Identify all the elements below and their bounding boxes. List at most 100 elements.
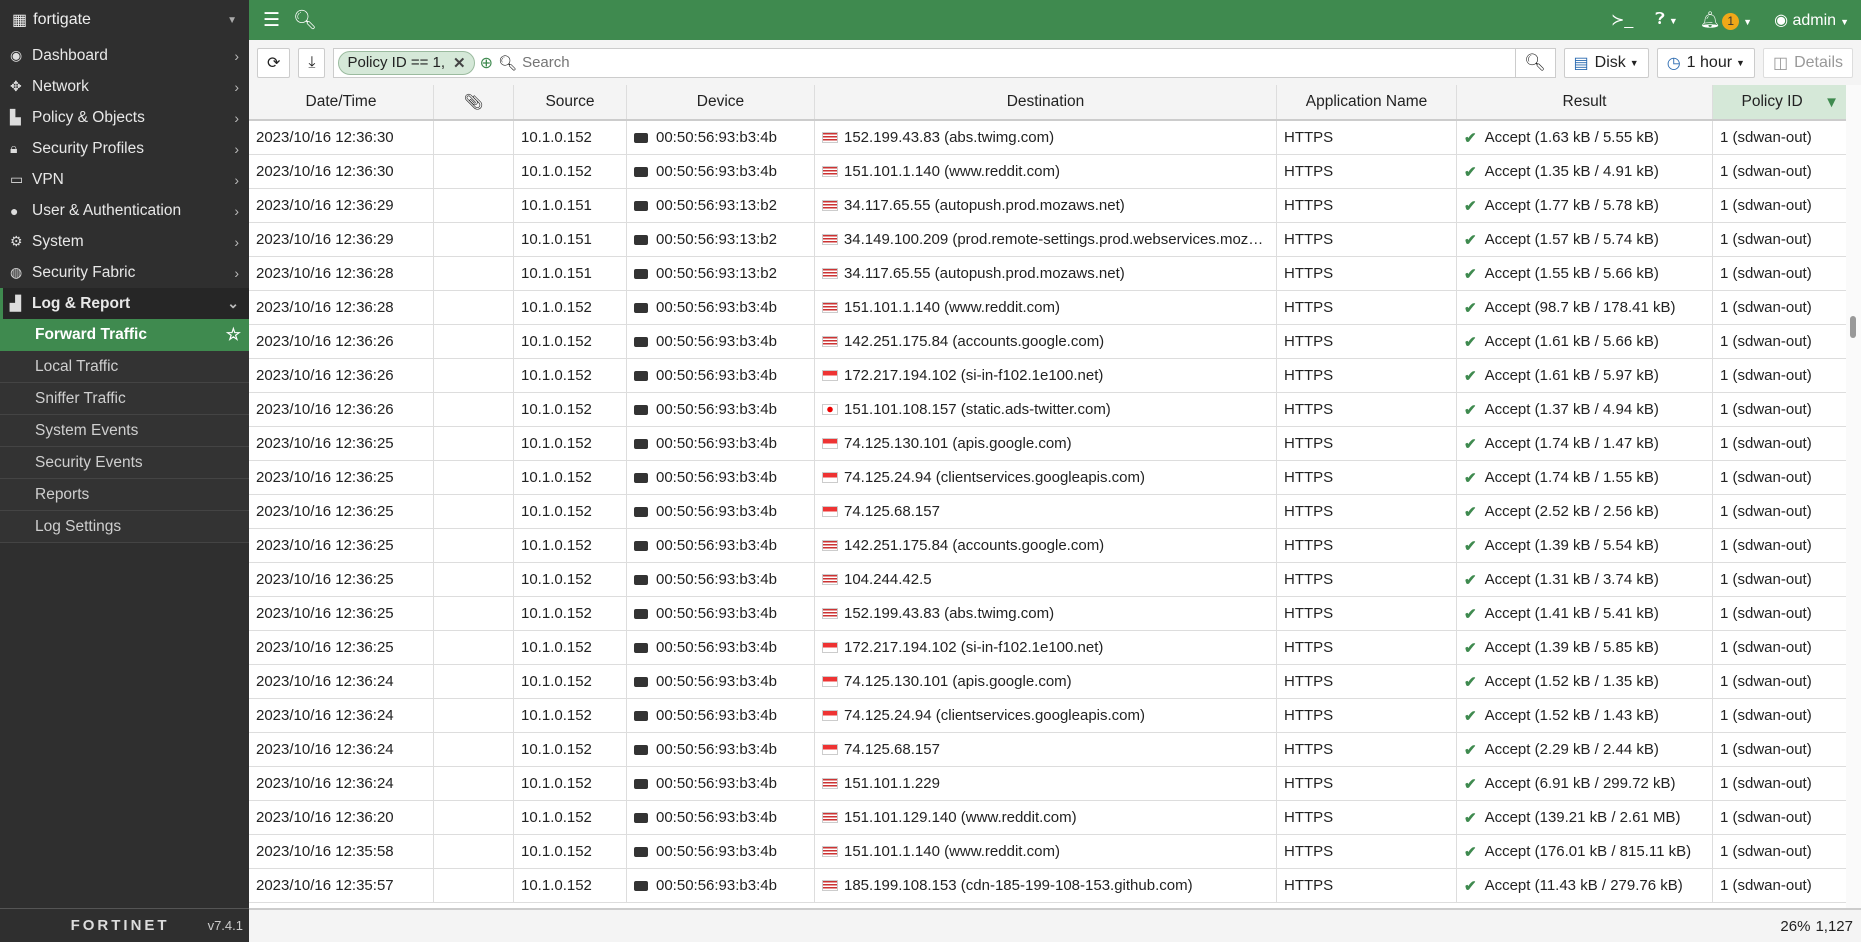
sidebar-item-security-events[interactable]: Security Events <box>0 447 249 479</box>
sidebar-item-label: Forward Traffic <box>35 326 147 343</box>
table-row[interactable]: 2023/10/16 12:36:25 10.1.0.152 00:50:56:… <box>249 461 1846 495</box>
disk-dropdown[interactable]: ▤ Disk ▼ <box>1563 47 1649 78</box>
scrollbar-thumb[interactable] <box>1850 316 1856 338</box>
sidebar-item-vpn[interactable]: ▭ VPN › <box>0 164 249 195</box>
column-header-destination[interactable]: Destination <box>815 85 1277 119</box>
sidebar-item-user-authentication[interactable]: ● User & Authentication › <box>0 195 249 226</box>
cell-policy-id: 1 (sdwan-out) <box>1720 469 1812 486</box>
cell-device: 00:50:56:93:13:b2 <box>627 257 815 290</box>
cell-result: ✔ Accept (2.52 kB / 2.56 kB) <box>1457 495 1713 528</box>
filter-chip[interactable]: Policy ID == 1, ✕ <box>338 50 475 75</box>
sidebar-item-security-profiles[interactable]: 🔒︎ Security Profiles › <box>0 133 249 164</box>
help-icon[interactable]: ❓︎ ▼ <box>1655 11 1678 28</box>
destination-text: 34.149.100.209 (prod.remote-settings.pro… <box>843 231 1269 248</box>
cell-policy-id: 1 (sdwan-out) <box>1720 401 1812 418</box>
refresh-icon: ⟳ <box>267 54 281 72</box>
star-icon[interactable]: ☆ <box>225 325 241 344</box>
table-row[interactable]: 2023/10/16 12:36:30 10.1.0.152 00:50:56:… <box>249 121 1846 155</box>
column-header-application[interactable]: Application Name <box>1277 85 1457 119</box>
refresh-button[interactable]: ⟳ <box>257 47 291 78</box>
cell-policy-id: 1 (sdwan-out) <box>1720 809 1812 826</box>
sidebar-item-reports[interactable]: Reports <box>0 479 249 511</box>
device-selector[interactable]: ▦ fortigate ▼ <box>0 0 249 40</box>
add-filter-icon[interactable]: ⊕ <box>479 54 494 72</box>
device-icon <box>634 472 648 483</box>
destination-text: 142.251.175.84 (accounts.google.com) <box>844 537 1105 554</box>
column-header-device[interactable]: Device <box>627 85 815 119</box>
sidebar-item-log-settings[interactable]: Log Settings <box>0 511 249 543</box>
table-row[interactable]: 2023/10/16 12:36:20 10.1.0.152 00:50:56:… <box>249 801 1846 835</box>
table-row[interactable]: 2023/10/16 12:35:58 10.1.0.152 00:50:56:… <box>249 835 1846 869</box>
sidebar-item-security-fabric[interactable]: ◍ Security Fabric › <box>0 257 249 288</box>
cell-policy-id: 1 (sdwan-out) <box>1720 843 1812 860</box>
column-header-datetime[interactable]: Date/Time <box>249 85 434 119</box>
cell-datetime: 2023/10/16 12:36:29 <box>249 223 434 256</box>
sidebar-item-forward-traffic[interactable]: Forward Traffic ☆ <box>0 319 249 351</box>
cell-policy-id: 1 (sdwan-out) <box>1720 299 1812 316</box>
search-input[interactable] <box>522 54 1510 71</box>
table-row[interactable]: 2023/10/16 12:36:24 10.1.0.152 00:50:56:… <box>249 699 1846 733</box>
check-icon: ✔ <box>1464 197 1477 215</box>
table-row[interactable]: 2023/10/16 12:36:25 10.1.0.152 00:50:56:… <box>249 529 1846 563</box>
sidebar-item-network[interactable]: ✥ Network › <box>0 71 249 102</box>
table-row[interactable]: 2023/10/16 12:36:26 10.1.0.152 00:50:56:… <box>249 393 1846 427</box>
destination-text: 151.101.108.157 (static.ads-twitter.com) <box>844 401 1111 418</box>
close-icon[interactable]: ✕ <box>453 54 466 72</box>
table-row[interactable]: 2023/10/16 12:36:26 10.1.0.152 00:50:56:… <box>249 325 1846 359</box>
result-text: Accept (1.35 kB / 4.91 kB) <box>1484 163 1659 180</box>
table-row[interactable]: 2023/10/16 12:35:57 10.1.0.152 00:50:56:… <box>249 869 1846 903</box>
download-button[interactable]: ⤓ <box>298 47 326 78</box>
column-header-result[interactable]: Result <box>1457 85 1713 119</box>
cell-attachment <box>434 699 514 732</box>
search-icon[interactable]: 🔍︎ <box>293 10 318 31</box>
cell-source: 10.1.0.152 <box>514 835 627 868</box>
menu-icon[interactable]: ☰ <box>263 9 281 31</box>
flag-sg-icon <box>822 710 838 721</box>
sidebar-item-log-report[interactable]: ▟ Log & Report ⌄ <box>0 288 249 319</box>
table-row[interactable]: 2023/10/16 12:36:25 10.1.0.152 00:50:56:… <box>249 495 1846 529</box>
table-row[interactable]: 2023/10/16 12:36:25 10.1.0.152 00:50:56:… <box>249 631 1846 665</box>
cell-attachment <box>434 835 514 868</box>
sidebar-item-dashboard[interactable]: ◉ Dashboard › <box>0 40 249 71</box>
sidebar-item-system-events[interactable]: System Events <box>0 415 249 447</box>
column-header-policy-id[interactable]: Policy ID ▼ <box>1713 85 1846 119</box>
table-row[interactable]: 2023/10/16 12:36:28 10.1.0.151 00:50:56:… <box>249 257 1846 291</box>
cell-datetime: 2023/10/16 12:36:24 <box>249 665 434 698</box>
cell-application: HTTPS <box>1277 291 1457 324</box>
cell-datetime: 2023/10/16 12:36:25 <box>249 563 434 596</box>
flag-us-icon <box>822 200 838 211</box>
search-button[interactable]: 🔍︎ <box>1514 48 1555 77</box>
table-row[interactable]: 2023/10/16 12:36:29 10.1.0.151 00:50:56:… <box>249 223 1846 257</box>
time-range-dropdown[interactable]: ◷ 1 hour ▼ <box>1656 47 1755 78</box>
table-row[interactable]: 2023/10/16 12:36:26 10.1.0.152 00:50:56:… <box>249 359 1846 393</box>
cell-destination: 104.244.42.5 <box>815 563 1277 596</box>
table-row[interactable]: 2023/10/16 12:36:29 10.1.0.151 00:50:56:… <box>249 189 1846 223</box>
scrollbar[interactable] <box>1846 85 1861 908</box>
details-button[interactable]: ◫ Details <box>1762 47 1853 78</box>
sidebar-item-sniffer-traffic[interactable]: Sniffer Traffic <box>0 383 249 415</box>
flag-us-icon <box>822 302 838 313</box>
table-row[interactable]: 2023/10/16 12:36:24 10.1.0.152 00:50:56:… <box>249 665 1846 699</box>
sidebar-item-system[interactable]: ⚙ System › <box>0 226 249 257</box>
table-row[interactable]: 2023/10/16 12:36:25 10.1.0.152 00:50:56:… <box>249 597 1846 631</box>
cli-console-icon[interactable]: ≻_ <box>1610 12 1634 29</box>
cell-destination: 74.125.24.94 (clientservices.googleapis.… <box>815 699 1277 732</box>
column-header-source[interactable]: Source <box>514 85 627 119</box>
table-row[interactable]: 2023/10/16 12:36:24 10.1.0.152 00:50:56:… <box>249 733 1846 767</box>
table-row[interactable]: 2023/10/16 12:36:25 10.1.0.152 00:50:56:… <box>249 563 1846 597</box>
table-row[interactable]: 2023/10/16 12:36:28 10.1.0.152 00:50:56:… <box>249 291 1846 325</box>
notifications-button[interactable]: 🔔︎ 1 ▼ <box>1699 12 1753 30</box>
chevron-right-icon: › <box>234 202 239 219</box>
admin-menu[interactable]: ◉ admin ▼ <box>1774 12 1849 29</box>
table-row[interactable]: 2023/10/16 12:36:30 10.1.0.152 00:50:56:… <box>249 155 1846 189</box>
cell-datetime: 2023/10/16 12:36:30 <box>249 121 434 154</box>
table-row[interactable]: 2023/10/16 12:36:24 10.1.0.152 00:50:56:… <box>249 767 1846 801</box>
filter-icon[interactable]: ▼ <box>1824 93 1839 111</box>
column-header-attachment[interactable]: 📎︎ <box>434 85 514 119</box>
cell-application: HTTPS <box>1277 461 1457 494</box>
table-row[interactable]: 2023/10/16 12:36:25 10.1.0.152 00:50:56:… <box>249 427 1846 461</box>
sidebar-item-local-traffic[interactable]: Local Traffic <box>0 351 249 383</box>
cell-source: 10.1.0.152 <box>514 155 627 188</box>
cell-destination: 74.125.68.157 <box>815 733 1277 766</box>
sidebar-item-policy-objects[interactable]: ▙ Policy & Objects › <box>0 102 249 133</box>
